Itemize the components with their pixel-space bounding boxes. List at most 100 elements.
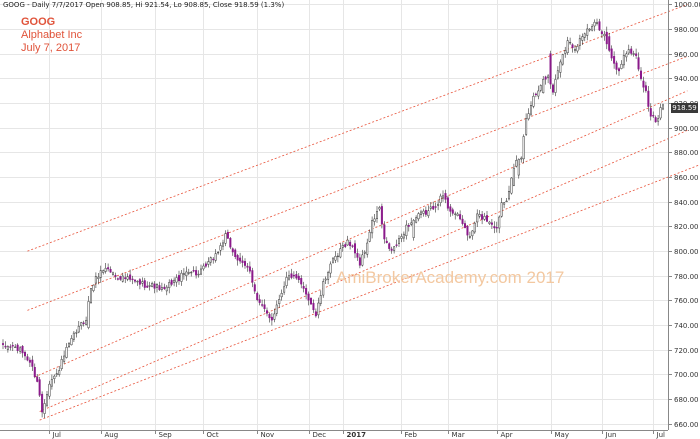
candle: [522, 134, 525, 164]
x-tick-label: Mar: [452, 431, 465, 439]
x-tick-label: Oct: [207, 431, 219, 439]
candle: [119, 275, 122, 281]
candle-body-up: [561, 54, 564, 65]
candle-body-up: [503, 202, 506, 205]
candle-body-down: [26, 356, 29, 361]
candle-body-up: [336, 255, 339, 258]
candle: [109, 266, 112, 273]
candle-body-up: [569, 41, 572, 44]
candle: [204, 261, 207, 268]
candle: [432, 201, 435, 211]
channel-line: [39, 164, 700, 421]
candle-body-down: [21, 346, 24, 354]
candle-body-down: [243, 261, 247, 266]
candle: [556, 66, 559, 80]
candle-body-up: [341, 245, 344, 248]
candle: [36, 374, 39, 383]
candle-body-up: [468, 236, 471, 238]
candle-body-down: [253, 284, 256, 292]
candle: [466, 224, 469, 241]
candle-body-up: [422, 210, 425, 214]
candle-body-up: [583, 33, 586, 38]
candle-body-down: [407, 225, 410, 227]
candle-body-down: [158, 285, 161, 290]
y-tick-label: 820.00: [674, 223, 699, 231]
candle-body-down: [226, 231, 229, 239]
candle: [402, 231, 405, 242]
candle: [554, 74, 557, 97]
candle-body-down: [639, 70, 643, 79]
candle: [155, 283, 159, 293]
candle: [278, 294, 281, 308]
candle: [388, 242, 391, 251]
candle-body-down: [549, 53, 552, 85]
candle: [463, 220, 467, 229]
candle-body-down: [265, 310, 269, 314]
candle: [441, 190, 445, 202]
candle-body-down: [109, 268, 112, 273]
candle-body-up: [578, 38, 581, 46]
candle: [199, 264, 203, 276]
candle-body-down: [4, 345, 7, 348]
candle-body-down: [312, 302, 315, 311]
symbol-date: July 7, 2017: [21, 42, 81, 54]
candle: [261, 299, 264, 308]
candle-body-down: [36, 376, 39, 382]
candle-body-up: [285, 277, 288, 286]
candle-body-down: [297, 275, 300, 280]
candle: [273, 308, 276, 323]
candle: [459, 210, 462, 221]
candle: [358, 253, 361, 269]
candle: [510, 177, 513, 195]
candle-body-down: [571, 44, 574, 48]
candle: [131, 275, 134, 285]
candle-body-up: [331, 257, 335, 263]
candle-body-up: [659, 107, 662, 119]
candle-body-up: [412, 219, 415, 238]
candle: [121, 272, 124, 283]
candle: [400, 233, 403, 243]
candle-body-up: [564, 50, 567, 54]
candle: [657, 114, 660, 126]
candle: [336, 252, 339, 263]
candle-body-down: [495, 227, 498, 229]
candle-body-down: [33, 367, 36, 377]
candle: [439, 193, 442, 207]
candle-body-down: [463, 223, 467, 228]
candle: [424, 206, 427, 217]
candle: [26, 353, 29, 362]
candle-body-up: [97, 276, 100, 279]
candle-body-up: [219, 245, 222, 251]
candle-body-down: [256, 293, 259, 300]
candle: [170, 278, 173, 287]
candle-body-down: [305, 288, 308, 295]
candle-body-down: [138, 279, 141, 285]
candle-body-up: [136, 280, 139, 283]
candle: [14, 344, 17, 349]
candle-body-down: [268, 314, 271, 319]
candle-body-up: [19, 347, 22, 352]
candle-body-down: [295, 274, 298, 279]
candle: [148, 281, 151, 291]
candle-body-down: [248, 266, 251, 272]
candle: [53, 374, 56, 384]
candle-body-up: [556, 70, 559, 79]
y-axis-ticks: 660.00 680.00 700.00 720.00 740.00 760.00 780.…: [668, 1, 700, 429]
candle: [136, 280, 139, 286]
candle-body-up: [591, 26, 594, 31]
candle: [371, 216, 374, 239]
candle-body-up: [214, 253, 217, 261]
candle-body-down: [229, 238, 232, 248]
y-tick-label: 740.00: [674, 322, 699, 330]
candle-body-down: [116, 278, 119, 280]
candle: [285, 271, 288, 289]
candle-body-up: [60, 359, 63, 370]
candle-body-down: [649, 108, 652, 117]
candle-body-up: [439, 195, 442, 203]
candle-body-up: [417, 213, 420, 220]
candle: [102, 269, 105, 275]
candle: [620, 60, 623, 70]
candle-body-up: [87, 301, 90, 328]
candle-body-up: [393, 246, 396, 251]
candle-body-up: [209, 257, 212, 263]
